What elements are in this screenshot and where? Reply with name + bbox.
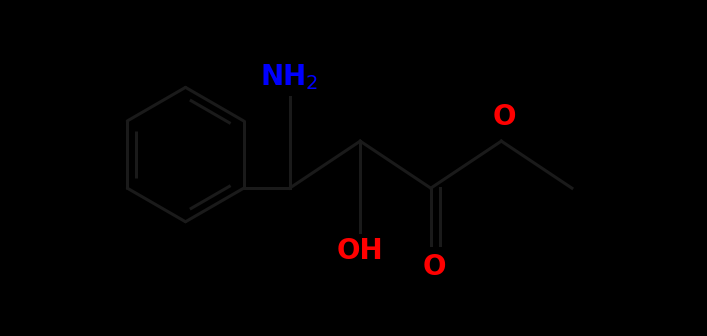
Text: O: O [422,253,446,281]
Text: O: O [493,103,516,131]
Text: NH$_2$: NH$_2$ [260,62,319,92]
Text: OH: OH [337,237,383,265]
